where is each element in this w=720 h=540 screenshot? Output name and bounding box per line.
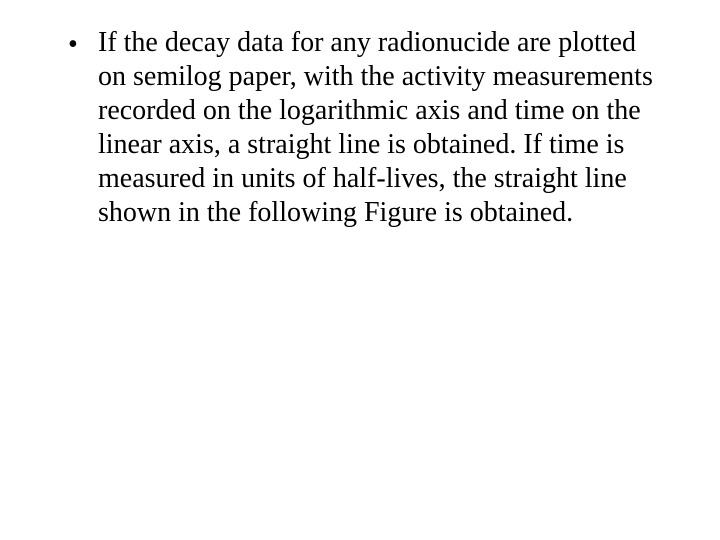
bullet-text: If the decay data for any radionucide ar… xyxy=(98,26,660,230)
bullet-marker: • xyxy=(68,26,98,64)
bullet-item: • If the decay data for any radionucide … xyxy=(68,26,660,230)
slide: • If the decay data for any radionucide … xyxy=(0,0,720,540)
